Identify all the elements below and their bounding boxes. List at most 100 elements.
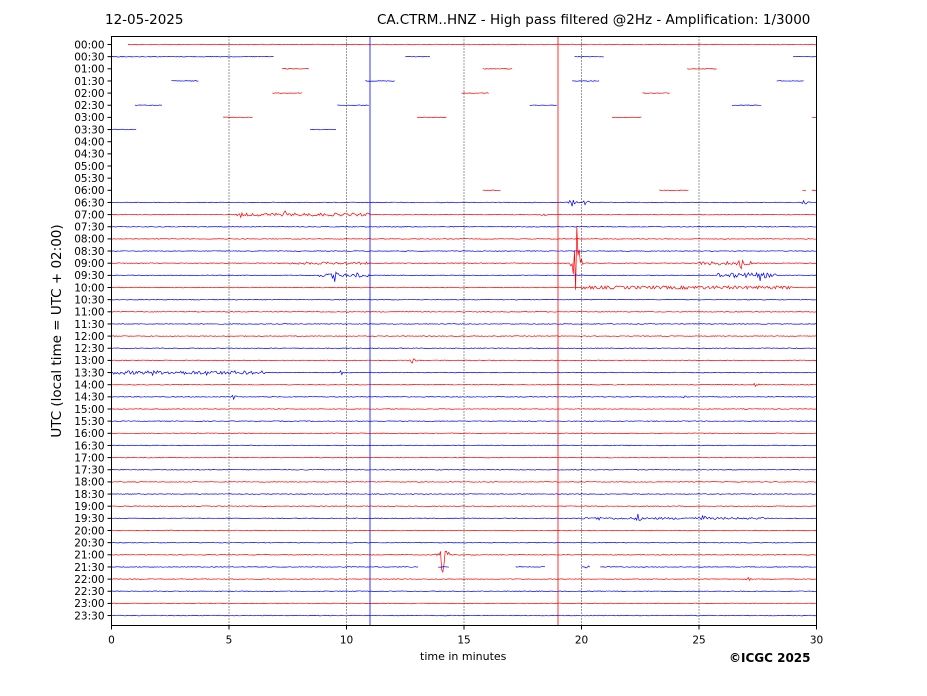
trace-1000 <box>111 285 817 290</box>
trace-0700 <box>111 210 817 219</box>
x-tick-label-5: 5 <box>226 635 233 647</box>
trace-2230 <box>111 590 817 592</box>
trace-1200 <box>111 335 817 337</box>
x-tick-label-25: 25 <box>692 635 705 647</box>
y-tick-label-0600: 06:00 <box>74 185 104 197</box>
trace-0830 <box>111 250 817 252</box>
grid-lines <box>228 36 700 626</box>
x-tick-label-15: 15 <box>457 635 470 647</box>
trace-2300 <box>111 602 817 605</box>
y-tick-label-2000: 20:00 <box>74 525 104 537</box>
y-tick-label-1430: 14:30 <box>74 392 104 404</box>
x-tick-label-0: 0 <box>108 635 115 647</box>
y-tick-label-0330: 03:30 <box>74 124 104 136</box>
y-tick-label-2200: 22:00 <box>74 574 104 586</box>
trace-1300 <box>111 358 817 364</box>
trace-1730 <box>111 469 817 471</box>
y-tick-label-0830: 08:30 <box>74 246 104 258</box>
y-tick-label-0800: 08:00 <box>74 234 104 246</box>
y-tick-label-1100: 11:00 <box>74 307 104 319</box>
trace-1600 <box>111 432 817 435</box>
y-tick-label-1230: 12:30 <box>74 343 104 355</box>
y-tick-label-1000: 10:00 <box>74 282 104 294</box>
trace-1530 <box>111 420 817 422</box>
trace-1330 <box>111 370 817 377</box>
y-tick-label-2100: 21:00 <box>74 550 104 562</box>
trace-1130 <box>111 323 817 325</box>
y-tick-label-0230: 02:30 <box>74 100 104 112</box>
trace-0930 <box>111 271 817 282</box>
trace-1430 <box>111 394 817 401</box>
chart-title: CA.CTRM..HNZ - High pass filtered @2Hz -… <box>377 12 811 28</box>
trace-layer <box>111 36 817 626</box>
y-tick-label-0100: 01:00 <box>74 64 104 76</box>
y-tick-label-1730: 17:30 <box>74 465 104 477</box>
trace-1030 <box>111 298 817 301</box>
trace-0100 <box>282 68 817 69</box>
copyright-label: ©ICGC 2025 <box>729 651 811 665</box>
x-tick-label-30: 30 <box>810 635 823 647</box>
trace-0300 <box>223 116 817 119</box>
x-axis-label: time in minutes <box>420 650 507 663</box>
y-tick-label-0400: 04:00 <box>74 137 104 149</box>
y-tick-label-0030: 00:30 <box>74 51 104 63</box>
plot-frame <box>111 36 817 626</box>
y-tick-label-1830: 18:30 <box>74 489 104 501</box>
y-tick-label-1930: 19:30 <box>74 513 104 525</box>
y-tick-label-0300: 03:00 <box>74 112 104 124</box>
date-label: 12-05-2025 <box>105 12 184 28</box>
trace-0200 <box>272 93 816 94</box>
trace-1630 <box>111 444 817 447</box>
y-tick-label-0900: 09:00 <box>74 258 104 270</box>
trace-1800 <box>111 481 817 483</box>
y-tick-label-0930: 09:30 <box>74 270 104 282</box>
trace-2030 <box>111 541 817 544</box>
trace-0030 <box>111 55 817 58</box>
trace-2100 <box>111 550 817 574</box>
trace-1100 <box>111 311 817 313</box>
trace-1930 <box>111 513 817 522</box>
trace-0800 <box>111 238 817 240</box>
y-tick-label-1800: 18:00 <box>74 477 104 489</box>
y-tick-label-0000: 00:00 <box>74 39 104 51</box>
trace-1500 <box>111 408 817 410</box>
y-tick-label-1900: 19:00 <box>74 501 104 513</box>
trace-2130 <box>111 565 817 569</box>
y-tick-label-1530: 15:30 <box>74 416 104 428</box>
y-tick-label-0130: 01:30 <box>74 76 104 88</box>
y-tick-label-0200: 02:00 <box>74 88 104 100</box>
y-tick-label-0700: 07:00 <box>74 209 104 221</box>
y-tick-label-1300: 13:00 <box>74 355 104 367</box>
trace-0630 <box>111 199 817 207</box>
y-tick-label-1700: 17:00 <box>74 452 104 464</box>
trace-0900 <box>111 226 817 290</box>
axis-layer: 0 5 10 15 20 25 30 00:0000:3001:0001:3002:0002:… <box>74 39 823 646</box>
trace-1830 <box>111 493 817 495</box>
y-tick-label-1030: 10:30 <box>74 294 104 306</box>
trace-1900 <box>111 505 817 507</box>
y-tick-label-2130: 21:30 <box>74 562 104 574</box>
y-tick-label-0530: 05:30 <box>74 173 104 185</box>
x-tick-label-10: 10 <box>340 635 353 647</box>
y-tick-label-0430: 04:30 <box>74 149 104 161</box>
y-tick-label-1200: 12:00 <box>74 331 104 343</box>
trace-0730 <box>111 226 817 228</box>
y-tick-label-2300: 23:00 <box>74 598 104 610</box>
y-tick-label-1500: 15:00 <box>74 404 104 416</box>
y-tick-label-1330: 13:30 <box>74 367 104 379</box>
y-tick-label-2030: 20:30 <box>74 537 104 549</box>
y-tick-label-1630: 16:30 <box>74 440 104 452</box>
trace-2330 <box>111 614 817 617</box>
y-tick-label-0500: 05:00 <box>74 161 104 173</box>
y-tick-label-1400: 14:00 <box>74 380 104 392</box>
trace-0000 <box>127 43 817 46</box>
y-tick-label-1600: 16:00 <box>74 428 104 440</box>
trace-1700 <box>111 456 817 459</box>
y-tick-label-2330: 23:30 <box>74 610 104 622</box>
x-tick-label-20: 20 <box>575 635 588 647</box>
trace-2200 <box>111 576 817 582</box>
trace-1400 <box>111 382 817 388</box>
trace-0130 <box>171 81 816 82</box>
y-tick-label-0730: 07:30 <box>74 222 104 234</box>
